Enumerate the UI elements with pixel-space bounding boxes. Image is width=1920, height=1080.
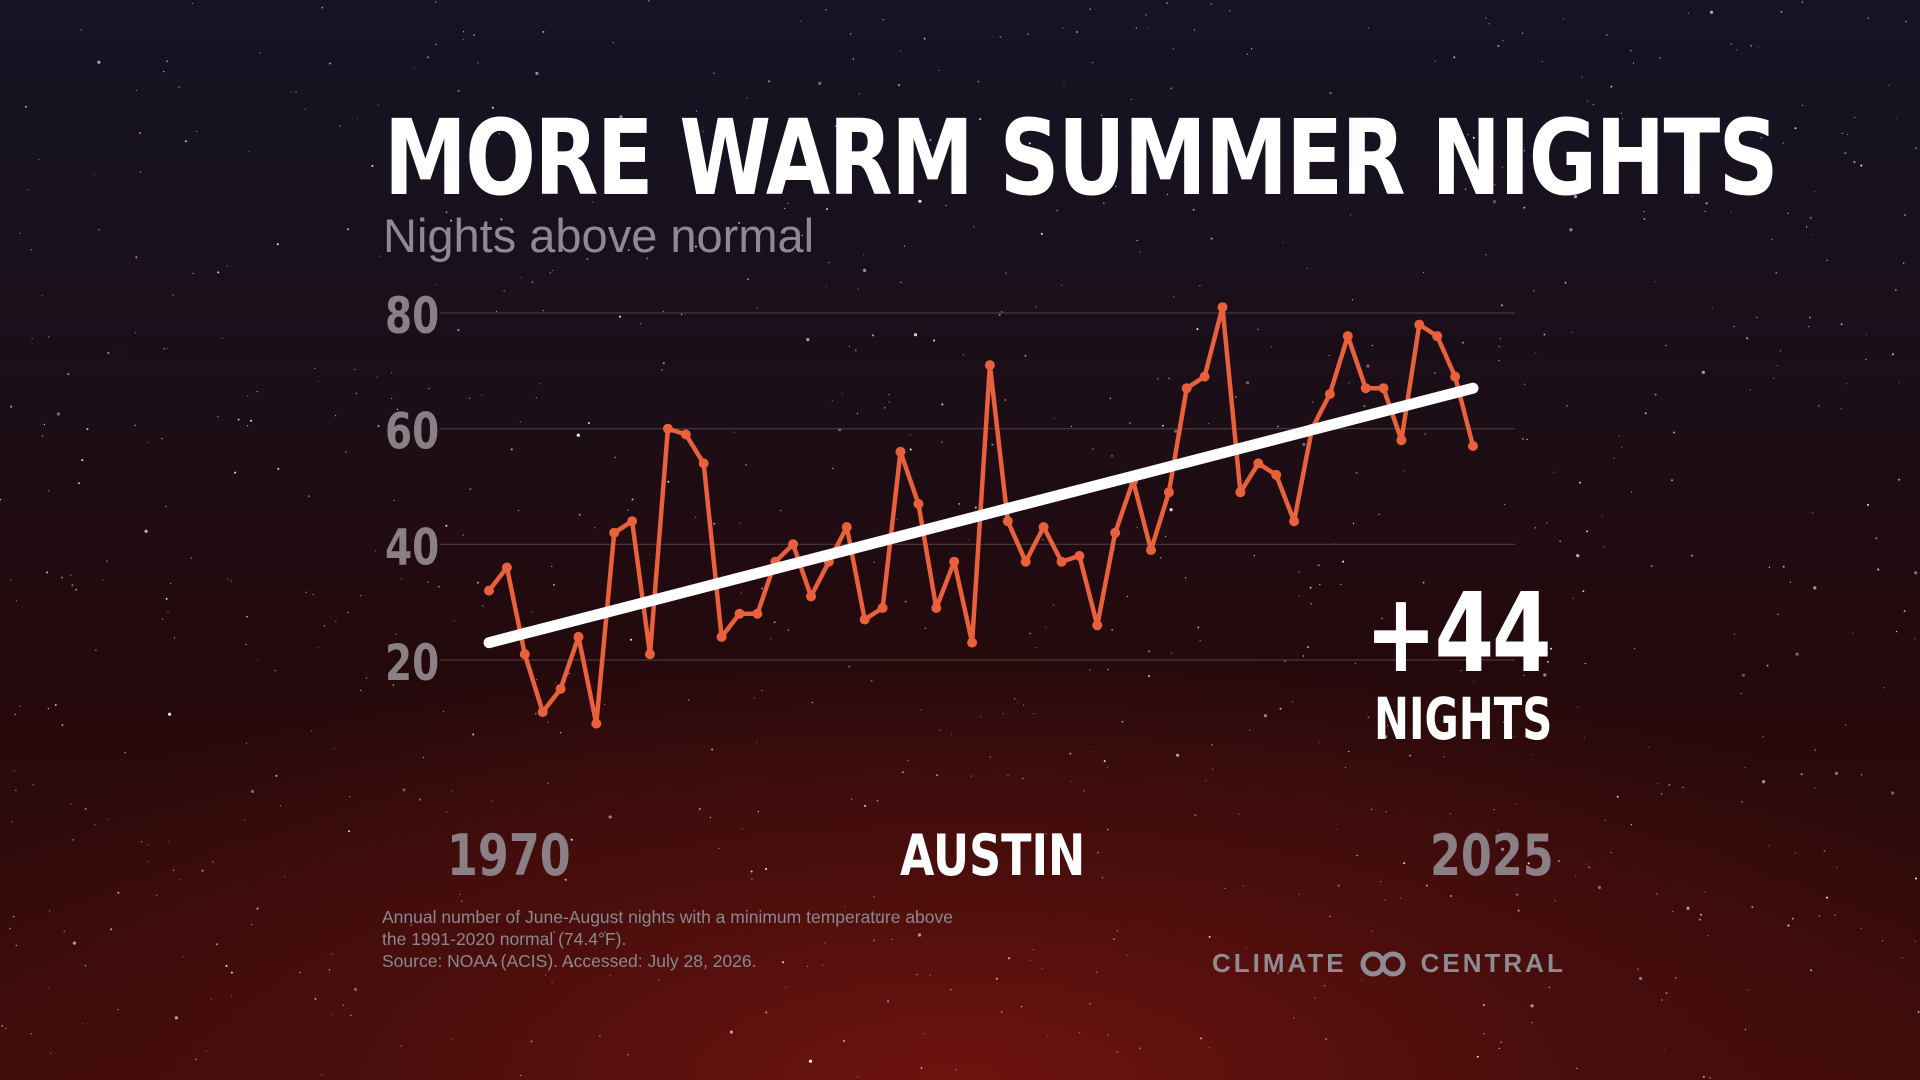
data-point-1985 [752, 608, 763, 619]
data-point-2019 [1360, 383, 1371, 394]
y-tick-label-60: 60 [385, 402, 439, 461]
logo-text-right: CENTRAL [1420, 948, 1566, 978]
data-point-1984 [734, 608, 745, 619]
data-point-1994 [913, 498, 924, 509]
data-point-1975 [573, 631, 584, 642]
logo-text-left: CLIMATE [1212, 948, 1347, 978]
data-point-2013 [1253, 458, 1264, 469]
data-point-2001 [1038, 522, 1049, 532]
data-point-1974 [555, 683, 566, 694]
data-point-2023 [1432, 331, 1443, 342]
data-point-2011 [1217, 302, 1228, 313]
data-point-1973 [537, 707, 548, 717]
data-point-1993 [895, 446, 906, 457]
logo-rings-icon [1360, 951, 1406, 976]
data-point-1998 [984, 360, 995, 371]
data-point-1996 [949, 556, 960, 567]
data-point-1978 [627, 516, 638, 527]
data-point-1970 [484, 585, 494, 596]
data-series [484, 302, 1478, 729]
data-point-1980 [662, 423, 673, 434]
data-point-2002 [1056, 556, 1067, 567]
callout-value: +44 [1365, 569, 1552, 697]
data-point-1997 [967, 637, 978, 648]
footnote-source: Source: NOAA (ACIS). Accessed: July 28, … [382, 951, 757, 971]
data-point-2005 [1110, 527, 1121, 538]
series-line [486, 304, 1476, 726]
data-point-1977 [609, 527, 620, 538]
data-point-2024 [1450, 371, 1461, 382]
data-point-1976 [591, 718, 602, 729]
footnote-line-2: the 1991-2020 normal (74.4°F). [382, 929, 627, 949]
data-point-2009 [1181, 383, 1192, 394]
data-point-2000 [1020, 556, 1031, 567]
data-point-1972 [519, 649, 530, 660]
location-label: AUSTIN [900, 823, 1086, 889]
callout-unit: NIGHTS [1374, 685, 1553, 753]
data-point-2003 [1074, 550, 1085, 561]
y-tick-label-40: 40 [385, 517, 439, 576]
data-point-1979 [645, 649, 655, 660]
y-tick-label-80: 80 [385, 286, 439, 345]
data-point-2017 [1324, 389, 1335, 399]
data-point-1990 [841, 522, 852, 532]
data-point-2004 [1092, 620, 1103, 631]
data-point-1982 [698, 458, 709, 469]
y-axis-ticks: 20 40 60 80 [385, 286, 439, 692]
data-point-1981 [680, 429, 691, 440]
data-point-1971 [501, 562, 512, 573]
data-point-2018 [1342, 331, 1353, 342]
data-point-1999 [1002, 516, 1013, 527]
data-point-1991 [859, 614, 870, 625]
data-point-2007 [1146, 545, 1156, 556]
x-tick-end: 2025 [1430, 823, 1554, 889]
y-tick-label-20: 20 [385, 633, 439, 692]
data-point-1995 [931, 603, 942, 613]
data-point-1992 [877, 603, 888, 613]
chart-title: MORE WARM SUMMER NIGHTS [384, 97, 1779, 219]
footnote: Annual number of June-August nights with… [382, 906, 1082, 972]
climate-central-logo: CLIMATE CENTRAL [1212, 948, 1566, 979]
data-point-2008 [1163, 487, 1174, 498]
trend-line-group [483, 382, 1479, 649]
data-point-2014 [1271, 469, 1282, 480]
data-point-2021 [1396, 435, 1407, 446]
data-point-2010 [1199, 371, 1210, 382]
data-point-2020 [1378, 383, 1389, 394]
chart-subtitle: Nights above normal [383, 209, 815, 262]
data-point-2015 [1289, 516, 1300, 527]
data-point-2012 [1235, 487, 1246, 498]
data-point-2022 [1414, 319, 1425, 330]
data-point-2025 [1468, 441, 1478, 451]
footnote-line-1: Annual number of June-August nights with… [382, 907, 953, 927]
data-point-1983 [716, 631, 727, 642]
data-point-1987 [788, 539, 799, 550]
data-point-1988 [806, 591, 816, 602]
trend-line [483, 382, 1479, 649]
x-tick-start: 1970 [447, 823, 571, 889]
